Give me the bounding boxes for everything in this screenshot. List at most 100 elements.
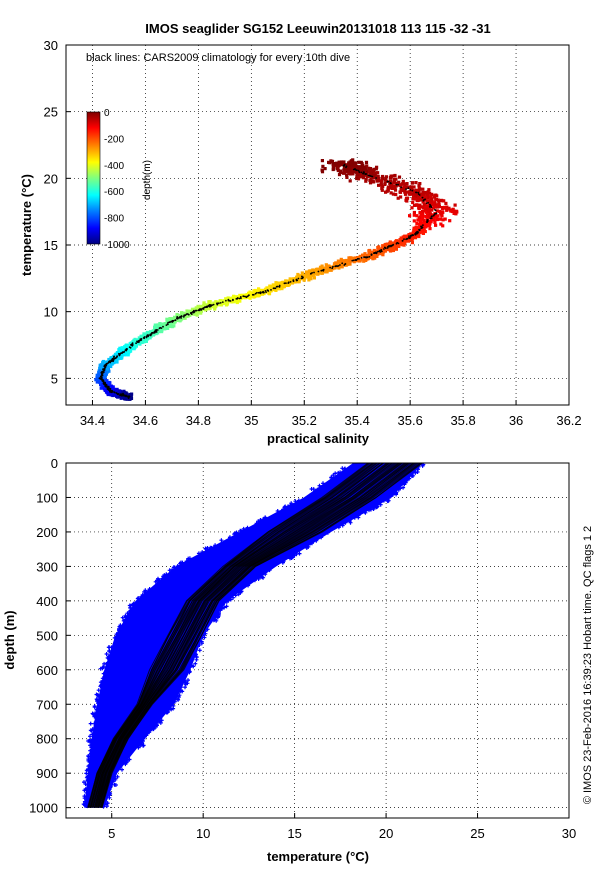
ts-point [453,203,457,207]
ts-point [425,204,429,208]
ts-point [108,392,113,396]
ts-y-tick-label: 20 [44,171,58,186]
observation-point [340,466,345,471]
ts-climatology-point [98,377,101,380]
ts-point [329,159,333,163]
ts-point [409,185,413,189]
observation-point [319,535,324,540]
ts-climatology-point [229,300,232,302]
observation-point [170,567,175,572]
ts-climatology-point [109,389,112,392]
ts-point [369,255,373,259]
ts-point [379,247,383,251]
ts-climatology-point [254,292,257,295]
ts-point [351,162,355,166]
observation-point [268,566,273,571]
ts-climatology-point [336,265,339,267]
observation-point [113,776,118,781]
ts-climatology-point [103,383,105,386]
ts-point [218,299,222,303]
ts-x-tick-label: 35.6 [398,413,423,428]
observation-point [90,738,95,743]
ts-point [165,317,169,321]
ts-climatology-point [140,339,143,341]
ts-point [225,302,229,306]
ts-point [452,209,456,213]
ts-point [302,275,306,279]
ts-point [253,289,257,293]
ts-point [440,206,445,210]
ts-point [208,306,212,310]
ts-point [336,168,340,173]
ts-point [365,169,369,173]
observation-point [199,639,204,644]
ts-climatology-point [366,256,369,259]
ts-climatology-point [118,354,121,357]
observation-point [296,498,301,503]
ts-climatology-point [115,356,118,359]
profile-y-tick-labels: 0 100 200 300 400 500 600 700 800 900 1000 [29,456,71,816]
ts-point [428,215,432,219]
ts-point [412,185,416,189]
ts-climatology-point [145,335,148,338]
ts-point [421,209,425,214]
ts-climatology-point [219,302,222,304]
ts-point [434,198,438,202]
ts-point [398,190,403,194]
observation-point [203,546,208,551]
observation-point [406,475,411,480]
ts-point [251,291,255,296]
ts-climatology-point [383,248,385,250]
ts-point [388,242,392,246]
ts-point [366,257,370,261]
ts-point [393,185,397,189]
ts-point [333,266,337,270]
colorbar-tick-label: -200 [104,134,124,145]
observation-point [162,708,167,713]
ts-point [445,205,449,209]
observation-point [352,515,357,520]
ts-climatology-point [162,325,164,328]
ts-point [215,300,219,304]
ts-climatology-point [118,352,120,355]
ts-point [138,342,142,346]
ts-climatology-point [264,290,267,292]
observation-point [288,503,293,508]
ts-point [435,194,439,198]
ts-point [426,196,430,200]
observation-point [263,572,268,577]
observation-point [100,676,105,681]
ts-point [388,184,393,188]
ts-point [368,181,373,185]
ts-climatology-point [397,183,400,186]
ts-y-tick-label: 10 [44,305,58,320]
ts-point [433,202,437,206]
ts-climatology-point [409,189,412,191]
ts-climatology-point [204,306,206,309]
ts-climatology-point [412,234,415,237]
ts-point [342,160,346,164]
observation-point [329,475,334,480]
ts-point [327,264,331,268]
ts-point [400,241,404,245]
ts-point [394,192,398,197]
ts-point [383,178,387,182]
ts-point [324,266,328,270]
observation-point [86,764,91,769]
ts-point [426,207,430,211]
ts-climatology-point [101,376,103,379]
ts-point [361,168,365,172]
ts-climatology-point [427,219,429,221]
ts-point [166,326,170,330]
ts-point [337,160,341,164]
ts-point [405,190,409,194]
ts-point [363,252,367,256]
ts-point [100,366,104,370]
observation-point [155,723,159,728]
ts-point [419,218,423,222]
observation-point [92,721,97,726]
ts-x-tick-label: 35.2 [292,413,317,428]
ts-climatology-point [403,238,405,241]
ts-climatology-point [102,368,104,371]
ts-point [307,278,311,282]
